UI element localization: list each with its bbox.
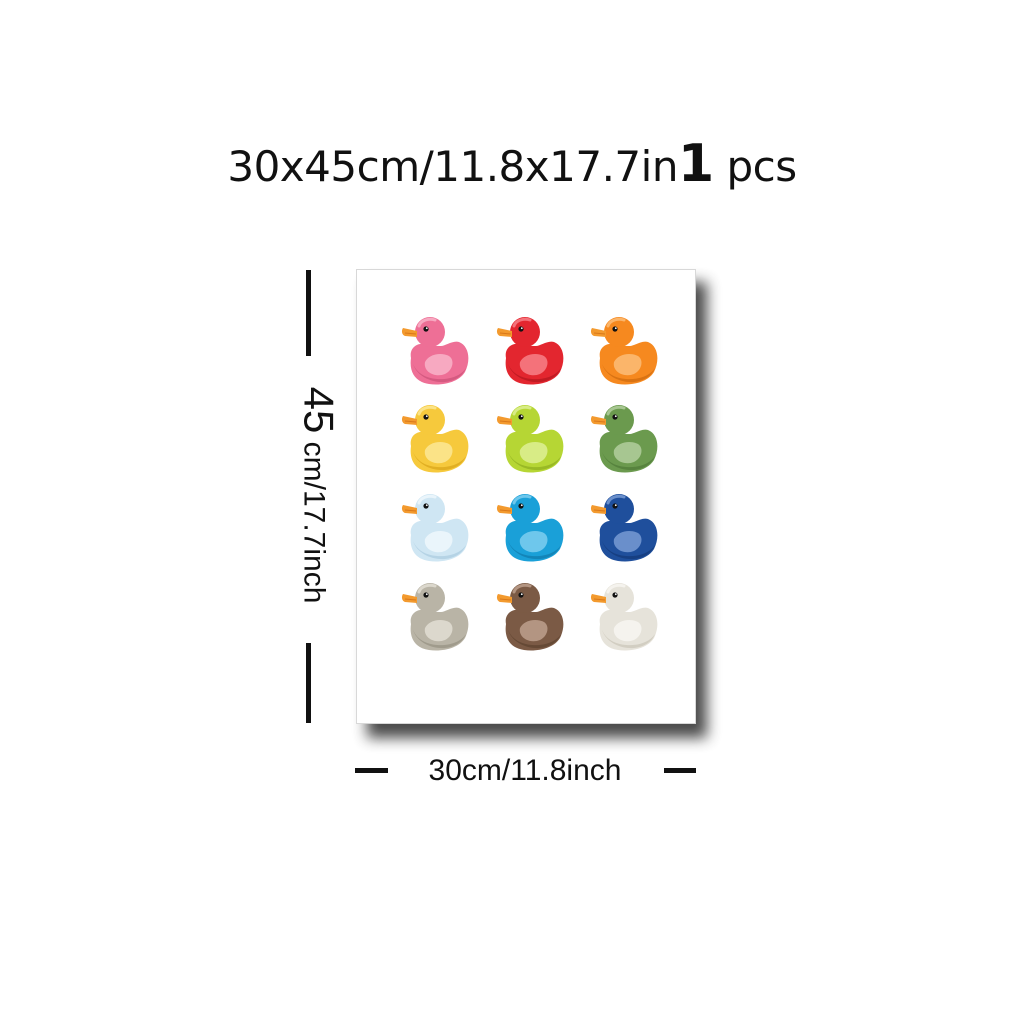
poster — [356, 269, 696, 724]
height-unit: cm/17.7inch — [297, 441, 331, 604]
rubber-duck-1 — [401, 317, 469, 385]
rubber-duck-9 — [590, 494, 658, 562]
rubber-duck-4 — [401, 405, 469, 473]
size-title: 30x45cm/11.8x17.7in1 pcs — [0, 138, 1024, 193]
rubber-duck-6 — [590, 405, 658, 473]
rubber-duck-3 — [590, 317, 658, 385]
width-label: 30cm/11.8inch — [428, 754, 622, 787]
duck-grid — [357, 270, 697, 725]
rubber-duck-10 — [401, 583, 469, 651]
height-label: 45 cm/17.7inch — [296, 387, 343, 604]
height-dimension-line-top — [306, 270, 311, 356]
width-dimension-line-left — [355, 768, 388, 773]
height-dimension-line-bottom — [306, 643, 311, 723]
width-dimension-line-right — [664, 768, 696, 773]
size-text: 30x45cm/11.8x17.7in — [227, 142, 678, 191]
rubber-duck-2 — [496, 317, 564, 385]
rubber-duck-7 — [401, 494, 469, 562]
rubber-duck-8 — [496, 494, 564, 562]
rubber-duck-5 — [496, 405, 564, 473]
rubber-duck-11 — [496, 583, 564, 651]
quantity-unit: pcs — [726, 142, 797, 191]
quantity-number: 1 — [677, 134, 714, 194]
rubber-duck-12 — [590, 583, 658, 651]
height-value: 45 — [295, 386, 343, 434]
